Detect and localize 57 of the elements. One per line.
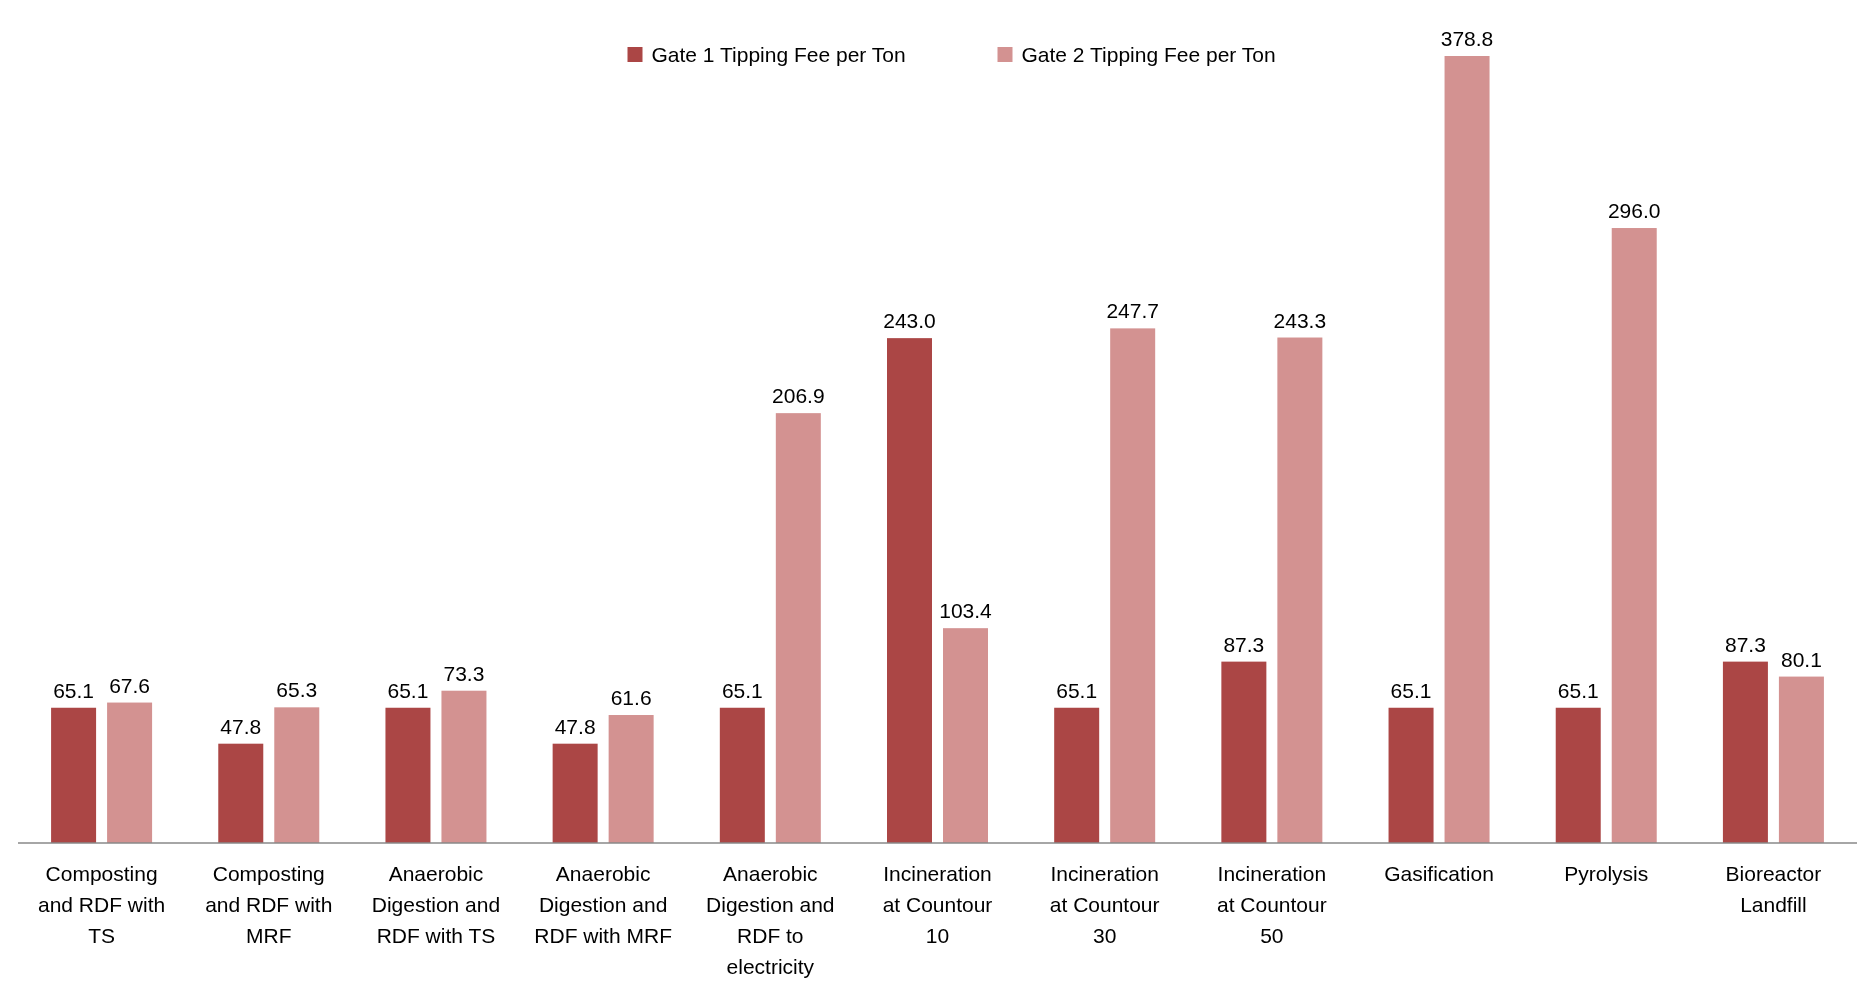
x-tick-label: Incineration at Countour 50 xyxy=(1216,862,1327,947)
data-label: 247.7 xyxy=(1106,299,1159,323)
bar xyxy=(1277,337,1323,843)
data-label: 296.0 xyxy=(1607,199,1661,223)
data-label: 103.4 xyxy=(939,599,993,623)
legend-label: Gate 2 Tipping Fee per Ton xyxy=(1021,43,1276,66)
x-tick-label: Anaerobic Digestion and RDF with TS xyxy=(371,862,501,947)
data-label: 47.8 xyxy=(554,714,596,738)
data-label: 73.3 xyxy=(443,661,485,685)
bar xyxy=(1611,228,1657,843)
x-tick-label: Pyrolysis xyxy=(1564,862,1649,885)
x-tick-label: Composting and RDF with MRF xyxy=(205,862,333,947)
bar xyxy=(887,338,932,843)
x-tick-label: Composting and RDF with TS xyxy=(37,862,166,947)
x-tick-label: Bioreactor Landfill xyxy=(1725,862,1822,916)
bar xyxy=(51,707,97,843)
x-tick-label: Anaerobic Digestion and RDF to electricity xyxy=(706,862,835,978)
data-label: 243.3 xyxy=(1273,308,1327,332)
bar xyxy=(1221,661,1267,843)
data-label: 47.8 xyxy=(220,714,262,738)
bar xyxy=(943,628,988,843)
data-label: 87.3 xyxy=(1724,632,1766,656)
x-tick-label: Incineration at Countour 10 xyxy=(882,862,993,947)
bar xyxy=(218,743,264,843)
bar xyxy=(552,743,598,843)
x-tick-label: Anaerobic Digestion and RDF with MRF xyxy=(534,862,672,947)
bar xyxy=(1722,661,1768,843)
bar xyxy=(1054,707,1100,843)
x-tick-label: Gasification xyxy=(1384,862,1494,885)
bar xyxy=(274,707,320,843)
data-label: 65.1 xyxy=(1390,678,1432,702)
data-label: 65.1 xyxy=(1557,678,1599,702)
bar xyxy=(1555,707,1601,843)
bar xyxy=(1110,328,1156,843)
bar xyxy=(107,702,153,843)
x-tick-label: Incineration at Countour 30 xyxy=(1049,862,1160,947)
bar xyxy=(775,413,821,843)
data-label: 378.8 xyxy=(1440,27,1494,50)
bar xyxy=(1778,676,1824,843)
bar xyxy=(1388,707,1434,843)
bar xyxy=(608,715,654,843)
data-label: 65.1 xyxy=(1056,678,1098,702)
bar xyxy=(719,707,765,843)
bar xyxy=(441,690,487,843)
data-label: 243.0 xyxy=(883,309,936,333)
data-label: 65.1 xyxy=(53,678,95,702)
legend-label: Gate 1 Tipping Fee per Ton xyxy=(651,43,906,66)
data-label: 67.6 xyxy=(109,673,151,697)
data-label: 61.6 xyxy=(610,686,652,710)
data-label: 65.3 xyxy=(276,678,318,702)
bar xyxy=(1444,56,1490,843)
data-label: 65.1 xyxy=(721,678,763,702)
bar xyxy=(385,707,431,843)
data-label: 206.9 xyxy=(772,384,825,408)
data-label: 80.1 xyxy=(1780,647,1822,671)
data-label: 87.3 xyxy=(1223,632,1265,656)
data-label: 65.1 xyxy=(387,678,429,702)
